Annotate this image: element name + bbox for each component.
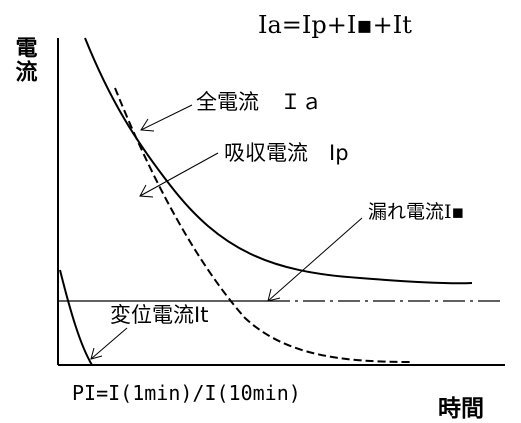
total-current-label: 全電流 Ｉａ — [196, 90, 322, 114]
displacement-current-arrow — [90, 327, 128, 360]
total-current-arrow — [140, 104, 193, 132]
absorption-current-curve — [114, 87, 411, 363]
displacement-current-label: 変位電流It — [110, 303, 208, 327]
y-axis-label: 電流 — [12, 36, 38, 84]
leakage-current-label: 漏れ電流I▪ — [368, 201, 464, 223]
formula-text: Ia=Ip+I▪+It — [258, 11, 412, 39]
displacement-current-curve — [59, 269, 93, 366]
absorption-current-label: 吸収電流 Ip — [224, 141, 349, 165]
total-current-curve — [84, 37, 473, 285]
x-axis-label: 時間 — [438, 396, 484, 422]
leakage-current-arrow — [267, 217, 363, 302]
pi-formula-text: PI=I(1min)/I(10min) — [72, 381, 301, 405]
absorption-current-arrow — [139, 152, 219, 198]
